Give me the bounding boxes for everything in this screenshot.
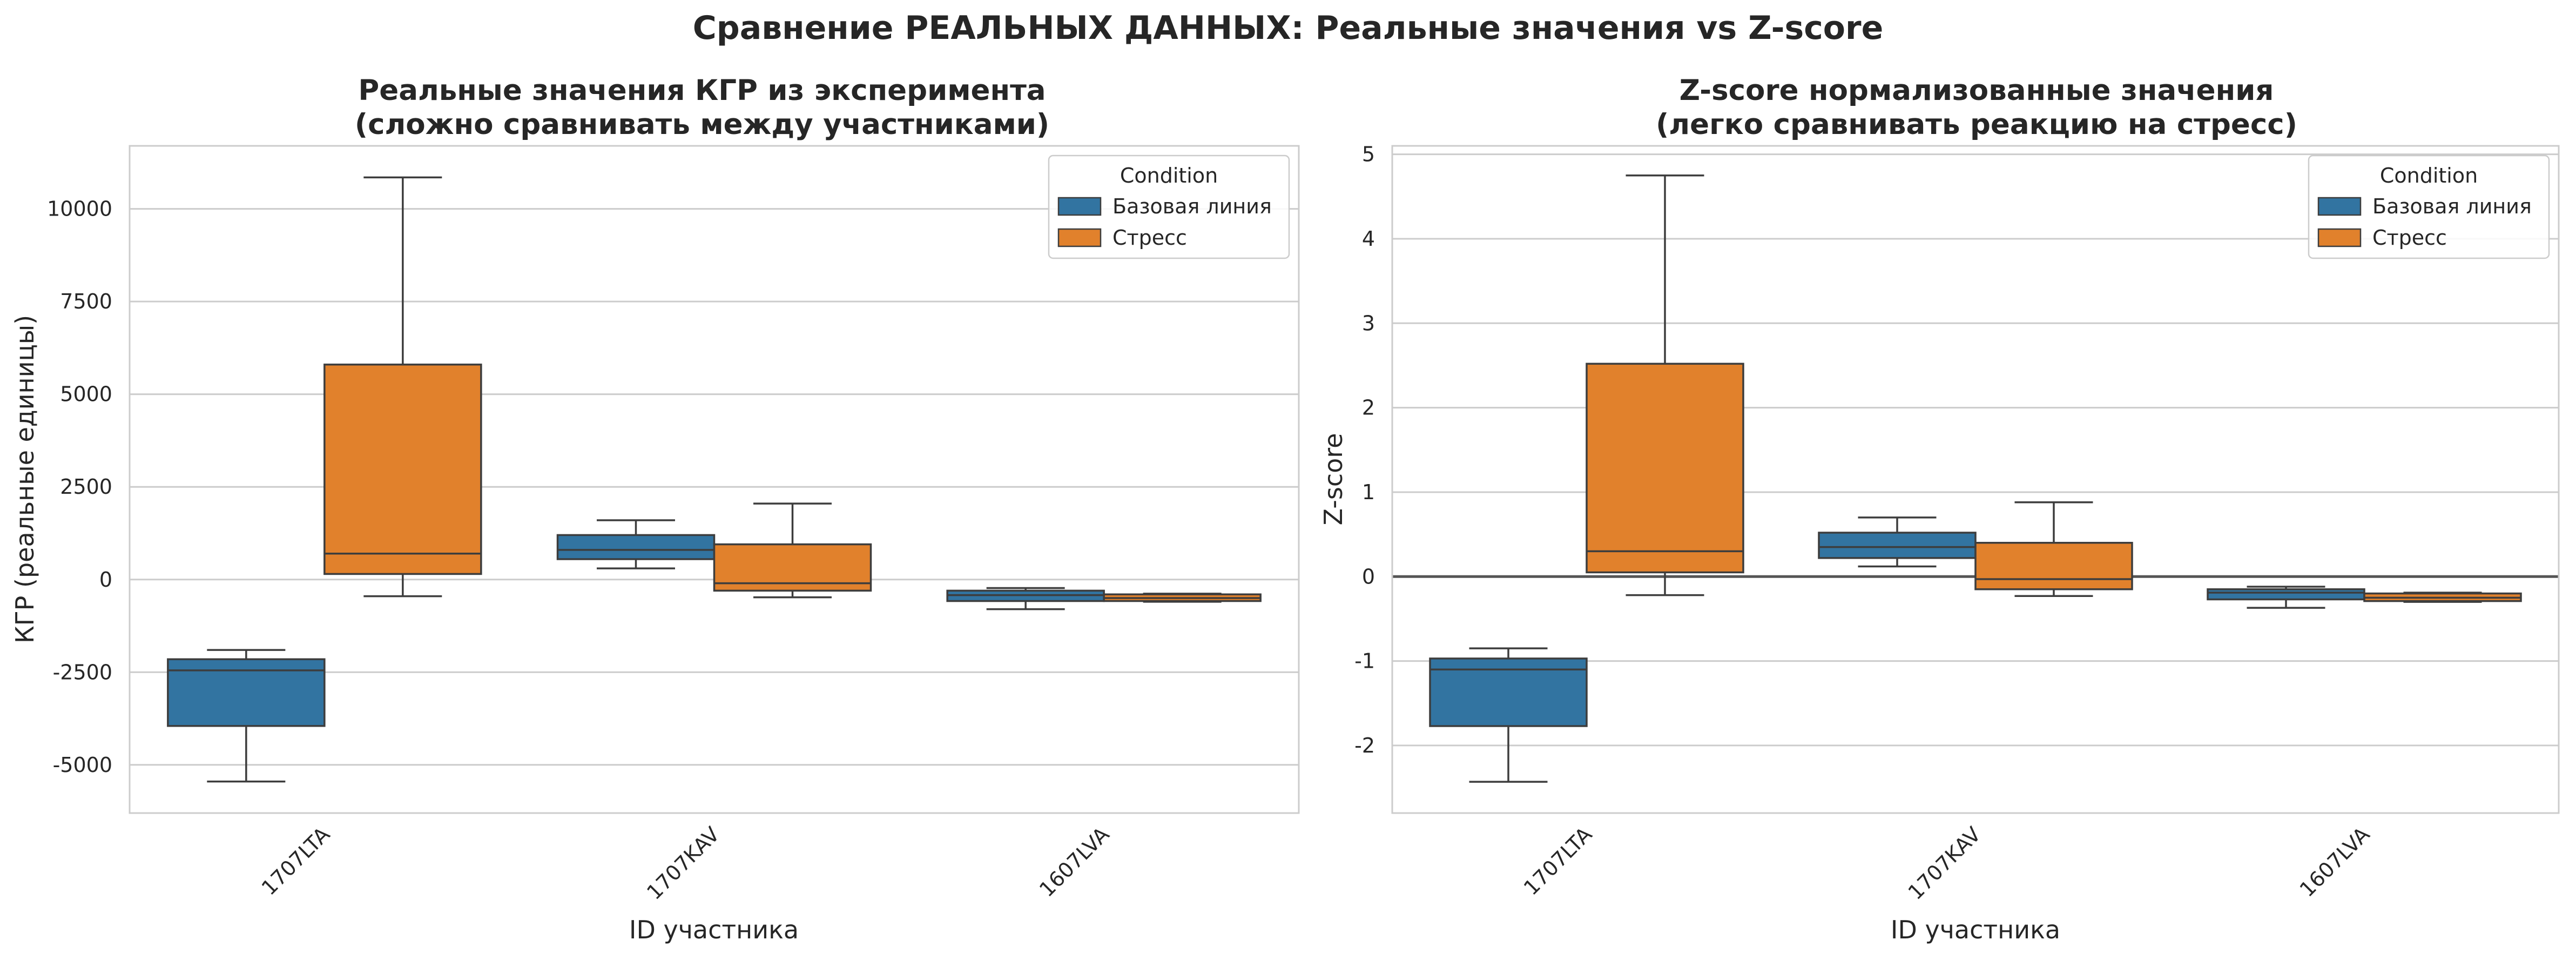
panel-title-line1: Z-score нормализованные значения bbox=[1680, 74, 2274, 107]
legend-entry: Базовая линия bbox=[1112, 194, 1272, 218]
y-axis-label: КГР (реальные единицы) bbox=[10, 315, 39, 643]
box-stress bbox=[1974, 501, 2133, 597]
box-baseline bbox=[1429, 647, 1588, 783]
legend-swatch bbox=[1057, 228, 1102, 247]
legend-frame bbox=[2308, 155, 2550, 259]
y-tick-label: 1 bbox=[1362, 480, 1375, 504]
y-tick-label: 4 bbox=[1362, 227, 1375, 251]
axes-frame bbox=[129, 145, 1300, 814]
y-tick-labels: -5000 -2500 0 2500 5000 7500 10000 bbox=[47, 197, 112, 777]
box-baseline bbox=[1818, 516, 1977, 568]
legend-title: Condition bbox=[1120, 164, 1218, 187]
y-tick-label: 2 bbox=[1362, 396, 1375, 420]
box-body bbox=[2207, 588, 2365, 601]
x-tick-label: 1707KAV bbox=[1904, 822, 1986, 904]
box-baseline bbox=[167, 649, 326, 783]
y-tick-label: 3 bbox=[1362, 311, 1375, 335]
box-baseline bbox=[556, 519, 716, 569]
y-tick-label: 7500 bbox=[60, 290, 112, 313]
box-stress bbox=[713, 502, 872, 599]
box-stress bbox=[1586, 174, 1744, 596]
box-body bbox=[556, 534, 716, 560]
legend-title: Condition bbox=[2380, 164, 2478, 187]
x-tick-label: 1607LVA bbox=[1035, 822, 1114, 902]
legend: Condition Базовая линия Стресс bbox=[1048, 155, 1290, 259]
boxes bbox=[167, 176, 1262, 783]
y-tick-label: -5000 bbox=[53, 753, 112, 777]
x-tick-label: 1607LVA bbox=[2295, 822, 2375, 902]
box-baseline bbox=[2207, 586, 2365, 609]
y-tick-label: -2 bbox=[1354, 734, 1375, 757]
legend-entry: Стресс bbox=[1112, 226, 1187, 250]
y-tick-label: 2500 bbox=[60, 475, 112, 499]
panel-raw-values: Реальные значения КГР из эксперимента (с… bbox=[10, 74, 1300, 944]
panel-title-line2: (сложно сравнивать между участниками) bbox=[355, 108, 1049, 141]
legend: Condition Базовая линия Стресс bbox=[2308, 155, 2550, 259]
legend-entry: Базовая линия bbox=[2372, 194, 2532, 218]
x-axis-label: ID участника bbox=[1891, 915, 2060, 944]
legend-swatch bbox=[2317, 228, 2362, 247]
box-stress bbox=[2363, 592, 2522, 603]
x-tick-labels: 1707LTA 1707KAV 1607LVA bbox=[257, 822, 1114, 904]
y-tick-label: -1 bbox=[1354, 649, 1375, 673]
legend-swatch bbox=[2317, 197, 2362, 216]
x-tick-label: 1707LTA bbox=[1519, 822, 1596, 899]
x-tick-label: 1707LTA bbox=[257, 822, 334, 899]
panel-title-line2: (легко сравнивать реакцию на стресс) bbox=[1656, 108, 2297, 141]
box-stress bbox=[323, 176, 482, 598]
figure-suptitle: Сравнение РЕАЛЬНЫХ ДАННЫХ: Реальные знач… bbox=[693, 9, 1884, 47]
panel-zscore-values: Z-score нормализованные значения (легко … bbox=[1319, 74, 2560, 944]
box-body bbox=[1586, 362, 1744, 574]
box-body bbox=[1974, 541, 2133, 590]
legend-swatch bbox=[1057, 197, 1102, 216]
axes-frame bbox=[1391, 145, 2560, 814]
box-body bbox=[1818, 532, 1977, 559]
y-tick-label: 0 bbox=[1362, 565, 1375, 588]
y-tick-label: 10000 bbox=[47, 197, 112, 221]
boxes bbox=[1429, 174, 2522, 783]
box-body bbox=[323, 364, 482, 575]
y-tick-label: 5000 bbox=[60, 382, 112, 406]
x-axis-label: ID участника bbox=[629, 915, 799, 944]
legend-entry: Стресс bbox=[2372, 226, 2447, 250]
y-tick-label: 5 bbox=[1362, 143, 1375, 166]
x-tick-label: 1707KAV bbox=[642, 822, 724, 904]
y-tick-labels: -2 -1 0 1 2 3 4 5 bbox=[1354, 143, 1375, 757]
y-tick-label: 0 bbox=[99, 568, 112, 592]
x-tick-labels: 1707LTA 1707KAV 1607LVA bbox=[1519, 822, 2374, 904]
legend-frame bbox=[1048, 155, 1290, 259]
box-body bbox=[167, 658, 326, 727]
box-baseline bbox=[946, 587, 1105, 610]
panel-title-line1: Реальные значения КГР из эксперимента bbox=[358, 74, 1046, 107]
y-tick-label: -2500 bbox=[53, 660, 112, 684]
y-axis-label: Z-score bbox=[1319, 433, 1348, 526]
box-stress bbox=[1103, 593, 1262, 603]
